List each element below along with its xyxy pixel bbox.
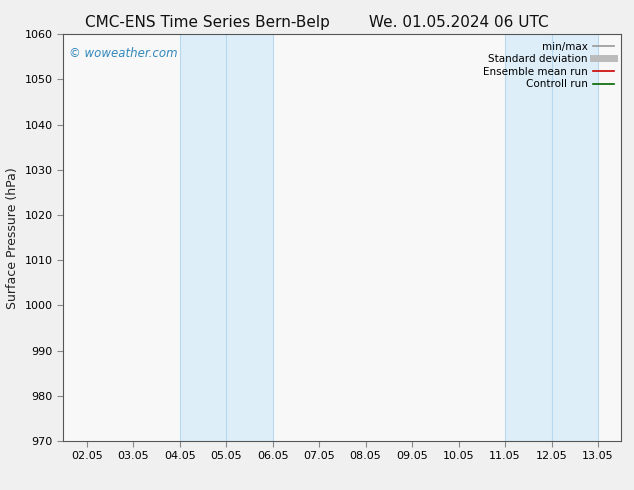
Y-axis label: Surface Pressure (hPa): Surface Pressure (hPa) [6, 167, 19, 309]
Legend: min/max, Standard deviation, Ensemble mean run, Controll run: min/max, Standard deviation, Ensemble me… [481, 40, 616, 92]
Bar [226, 34, 273, 441]
Bar [505, 34, 552, 441]
Text: © woweather.com: © woweather.com [69, 47, 178, 59]
Text: CMC-ENS Time Series Bern-Belp        We. 01.05.2024 06 UTC: CMC-ENS Time Series Bern-Belp We. 01.05.… [85, 15, 549, 30]
Bar [552, 34, 598, 441]
Bar [179, 34, 226, 441]
